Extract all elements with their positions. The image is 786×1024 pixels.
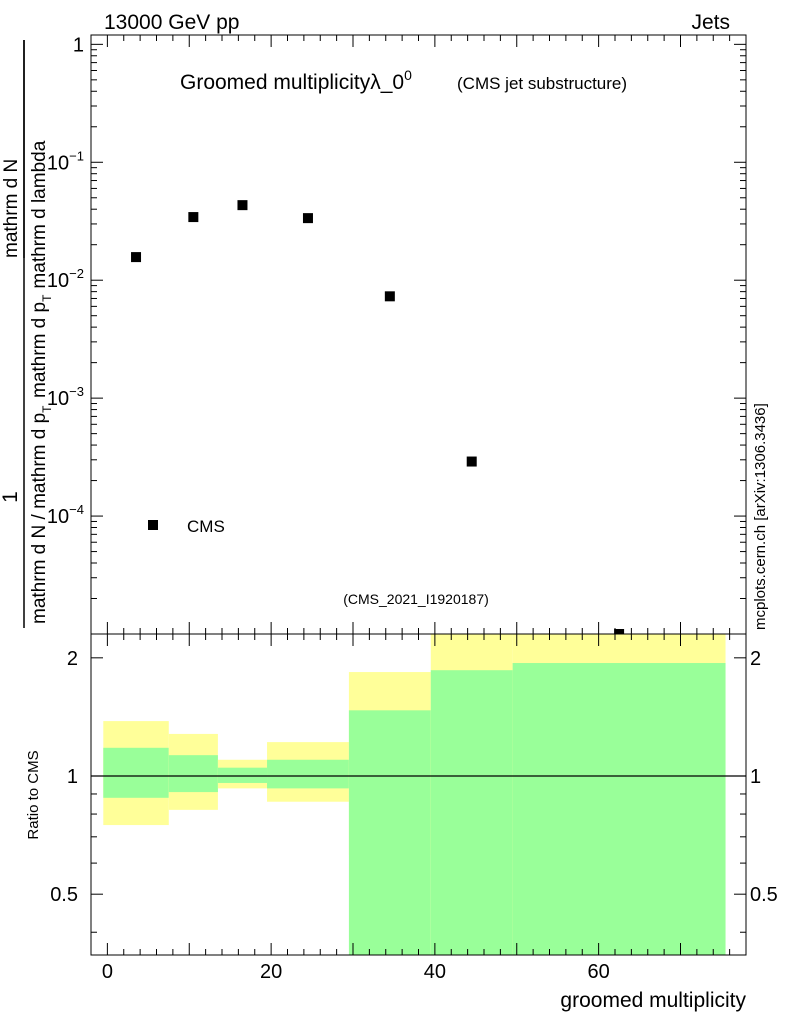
ratio-xlabel: groomed multiplicity <box>560 989 746 1012</box>
process-label: Jets <box>691 11 730 34</box>
ylabel-one: 1 <box>0 491 22 503</box>
main-ytick-label: 10−2 <box>47 266 84 292</box>
main-ytick-exponent: −1 <box>69 148 84 163</box>
energy-label: 13000 GeV pp <box>104 11 239 34</box>
ylabel-denominator-sub: T <box>40 405 54 413</box>
ylabel-outer-denominator: mathrm d N / mathrm d pT <box>29 405 54 624</box>
ratio-xtick-label: 20 <box>260 961 282 983</box>
ylabel-inner-denominator-rest: mathrm d lambda <box>29 140 50 288</box>
ratio-ytick-label-right: 2 <box>750 648 761 670</box>
main-ytick-label: 10−4 <box>47 502 84 528</box>
main-ytick-label: 10−3 <box>47 384 84 410</box>
ylabel-inner-denominator: mathrm d pTmathrm d lambda <box>29 140 54 398</box>
main-ytick-label: 10−1 <box>47 148 84 174</box>
side-source-label: mcplots.cern.ch [arXiv:1306.3436] <box>752 403 769 630</box>
ratio-bands <box>103 634 726 955</box>
ratio-ytick-label-right: 1 <box>750 766 761 788</box>
title-suffix: (CMS jet substructure) <box>457 74 627 93</box>
ratio-ytick-label-left: 0.5 <box>50 884 78 906</box>
ratio-ytick-label-left: 1 <box>67 766 78 788</box>
main-ytick-base: 10 <box>47 506 69 528</box>
main-ytick-exponent: −3 <box>69 384 84 399</box>
ylabel-inner-numerator: mathrm d N <box>1 159 22 258</box>
main-ylabel: 1 mathrm d N / mathrm d pT mathrm d N ma… <box>0 40 54 628</box>
title-symbol: λ_0 <box>370 71 404 94</box>
main-axes: 110−110−210−310−4 <box>47 34 747 635</box>
main-data-points <box>131 200 625 639</box>
legend-marker-square <box>148 520 158 530</box>
data-point-marker <box>302 213 313 224</box>
analysis-id: (CMS_2021_I1920187) <box>343 591 489 607</box>
title-main: Groomed multiplicityλ_00 <box>180 67 412 94</box>
ratio-ytick-label-left: 2 <box>67 648 78 670</box>
legend-label-cms: CMS <box>187 517 225 536</box>
ylabel-inner-denominator-sub: T <box>40 294 54 302</box>
legend: CMS <box>148 517 225 536</box>
ylabel-inner-denominator-text: mathrm d p <box>29 302 50 398</box>
main-ytick-base: 10 <box>47 270 69 292</box>
data-point-marker <box>466 456 477 467</box>
ratio-xtick-label: 40 <box>424 961 446 983</box>
ratio-band-green <box>267 759 349 789</box>
main-ytick-exponent: −2 <box>69 266 84 281</box>
main-ytick-label: 1 <box>73 34 84 56</box>
ratio-ylabel: Ratio to CMS <box>25 750 42 839</box>
main-ytick-base: 10 <box>47 152 69 174</box>
ratio-band-green <box>168 755 218 793</box>
data-point-marker <box>237 200 248 211</box>
ratio-xtick-label: 60 <box>588 961 610 983</box>
ratio-axes: 0.5 0.51 12 20 20 40 60 <box>50 633 778 983</box>
ratio-band-green <box>348 710 431 955</box>
title-main-text: Groomed multiplicity <box>180 71 371 94</box>
ratio-ytick-label-right: 0.5 <box>750 884 778 906</box>
main-frame <box>90 34 747 635</box>
ratio-band-green <box>103 747 169 798</box>
ratio-band-green <box>217 767 268 783</box>
main-ytick-exponent: −4 <box>69 502 84 517</box>
data-point-marker <box>384 291 395 302</box>
ratio-xtick-label: 0 <box>102 961 113 983</box>
data-point-marker <box>131 252 142 263</box>
ratio-band-green <box>512 663 726 955</box>
title-superscript: 0 <box>404 67 412 83</box>
main-ytick-base: 10 <box>47 388 69 410</box>
ylabel-denominator-text: mathrm d N / mathrm d p <box>29 413 50 624</box>
main-ytick-base: 1 <box>73 34 84 56</box>
main-title: Groomed multiplicityλ_00 (CMS jet substr… <box>180 67 627 94</box>
data-point-marker <box>188 212 199 223</box>
ratio-band-green <box>430 670 513 955</box>
